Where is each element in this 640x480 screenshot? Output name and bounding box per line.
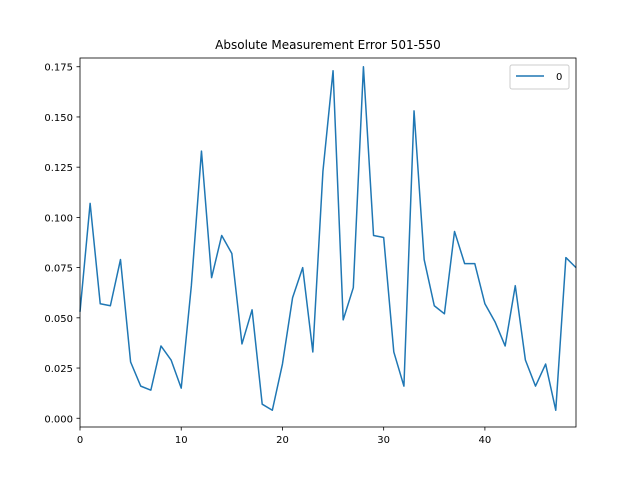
chart-title: Absolute Measurement Error 501-550 [215, 38, 441, 52]
y-tick-label: 0.075 [44, 264, 73, 275]
legend-box [509, 64, 570, 90]
x-tick-label: 0 [77, 435, 83, 446]
y-tick-label: 0.025 [44, 364, 73, 375]
axes: 0 10 20 30 40 0.000 0.025 0.050 0.075 0.100 0.125 0… [44, 57, 577, 446]
y-tick-label: 0.000 [44, 414, 73, 425]
y-tick-label: 0.100 [44, 213, 73, 224]
y-tick-label: 0.125 [44, 163, 73, 174]
legend-label: 0 [556, 72, 562, 83]
series-line-0 [79, 65, 577, 411]
x-tick-label: 20 [276, 435, 289, 446]
x-tick-label: 40 [479, 435, 492, 446]
x-tick-label: 10 [175, 435, 188, 446]
plot-area [79, 65, 577, 411]
legend: 0 [509, 64, 570, 90]
axes-frame [79, 57, 577, 428]
y-tick-label: 0.150 [44, 113, 73, 124]
y-tick-label: 0.175 [44, 63, 73, 74]
x-tick-label: 30 [377, 435, 390, 446]
y-tick-label: 0.050 [44, 314, 73, 325]
